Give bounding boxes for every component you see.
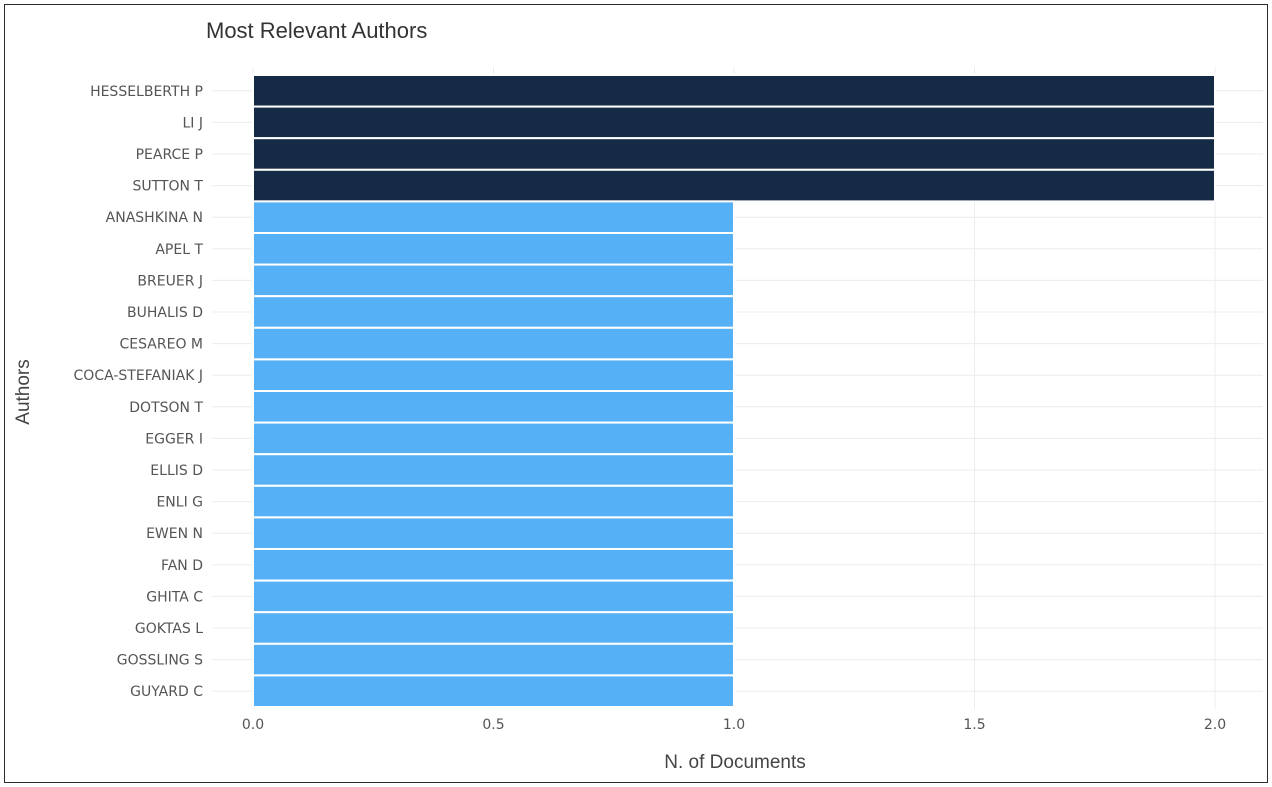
- x-tick-label: 1.5: [963, 717, 985, 733]
- y-axis-title: Authors: [13, 359, 34, 424]
- y-tick-label: APEL T: [155, 242, 203, 258]
- bar: [252, 105, 1216, 140]
- y-tick-label: GOSSLING S: [117, 653, 203, 669]
- y-tick-label: COCA-STEFANIAK J: [74, 368, 203, 384]
- y-tick-label: GUYARD C: [130, 684, 203, 700]
- bar: [252, 358, 735, 392]
- y-tick-label: SUTTON T: [133, 179, 204, 195]
- y-tick-label: BUHALIS D: [127, 305, 203, 321]
- x-tick-label: 0.0: [242, 717, 264, 733]
- bar: [252, 548, 735, 582]
- bar: [252, 232, 735, 266]
- bar: [252, 168, 1216, 203]
- y-tick-label: DOTSON T: [129, 400, 203, 416]
- bar: [252, 263, 735, 298]
- bar: [252, 421, 735, 456]
- x-axis-title: N. of Documents: [664, 752, 806, 773]
- x-tick-label: 2.0: [1204, 717, 1226, 733]
- bar: [252, 579, 735, 614]
- bar: [252, 516, 735, 551]
- bar: [252, 453, 735, 487]
- bar: [252, 200, 735, 234]
- y-tick-label: EGGER I: [145, 431, 203, 447]
- y-tick-label: BREUER J: [137, 273, 203, 289]
- bar: [252, 326, 735, 361]
- bar: [252, 295, 735, 329]
- bar: [252, 674, 735, 709]
- bar: [252, 484, 735, 519]
- y-tick-label: ELLIS D: [150, 463, 203, 479]
- y-tick-label: CESAREO M: [120, 337, 203, 353]
- bar: [252, 611, 735, 645]
- y-tick-labels: HESSELBERTH P LI J PEARCE P SUTTON T ANASHKI…: [74, 84, 204, 700]
- y-tick-label: EWEN N: [146, 526, 203, 542]
- bar: [252, 390, 735, 424]
- bar: [252, 642, 735, 677]
- chart-title: Most Relevant Authors: [206, 18, 427, 43]
- y-tick-label: FAN D: [161, 558, 203, 574]
- y-tick-label: GOKTAS L: [135, 621, 203, 637]
- y-tick-label: HESSELBERTH P: [90, 84, 203, 100]
- bar: [252, 137, 1216, 171]
- y-tick-label: GHITA C: [146, 589, 203, 605]
- y-tick-label: ENLI G: [156, 495, 203, 511]
- y-tick-label: PEARCE P: [136, 147, 203, 163]
- x-tick-labels: 0.0 0.5 1.0 1.5 2.0: [242, 717, 1226, 733]
- bars: [252, 74, 1216, 709]
- x-tick-label: 1.0: [723, 717, 745, 733]
- x-tick-label: 0.5: [482, 717, 504, 733]
- y-tick-label: ANASHKINA N: [106, 210, 203, 226]
- bar: [252, 74, 1216, 108]
- y-tick-label: LI J: [182, 115, 203, 131]
